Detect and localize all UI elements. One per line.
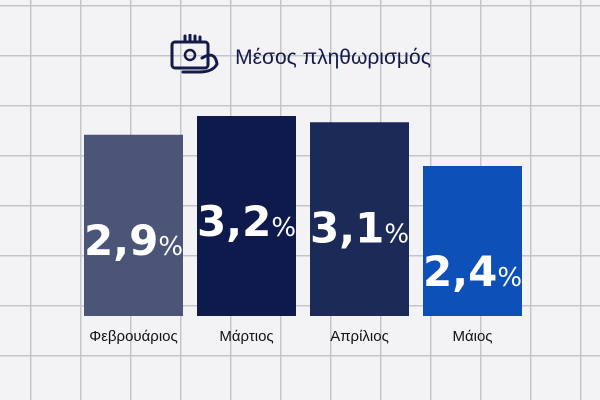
hand-money-icon <box>169 33 223 81</box>
category-label-3: Απρίλιος <box>330 328 389 345</box>
bar-2 <box>197 116 296 316</box>
bar-1 <box>84 134 183 316</box>
bar-value-label-2: 3,2% <box>197 197 296 246</box>
bar-3 <box>310 122 409 316</box>
chart-title: Μέσος πληθωρισμός <box>235 45 431 69</box>
chart-header: Μέσος πληθωρισμός <box>0 33 600 81</box>
bar-value-label-3: 3,1% <box>310 203 409 252</box>
bar-value-label-4: 2,4% <box>423 247 522 296</box>
category-label-2: Μάρτιος <box>219 328 273 345</box>
bar-value-label-1: 2,9% <box>84 216 183 265</box>
bar-4 <box>423 166 522 316</box>
category-label-4: Μάιος <box>452 328 492 345</box>
category-label-1: Φεβρουάριος <box>89 328 177 345</box>
